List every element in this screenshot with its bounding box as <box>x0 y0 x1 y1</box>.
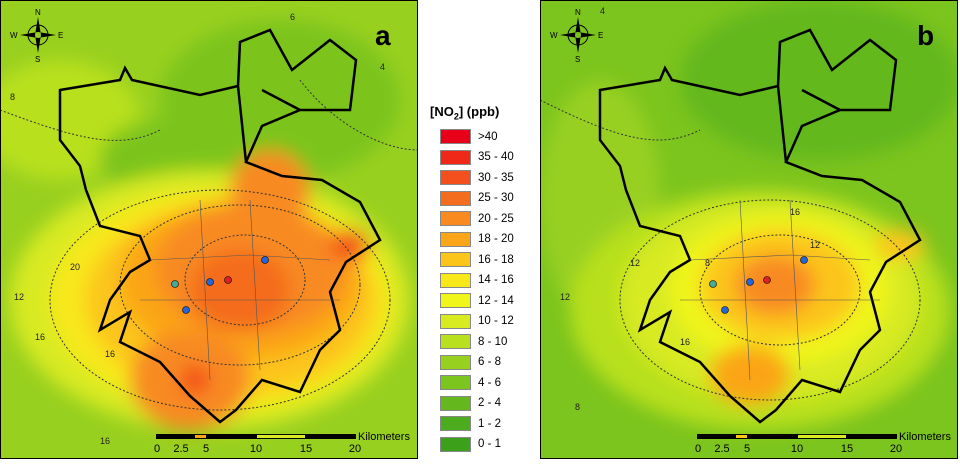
legend-item: 25 - 30 <box>424 188 528 209</box>
svg-text:Kilometers: Kilometers <box>899 431 951 443</box>
legend-label: 30 - 35 <box>478 171 514 184</box>
compass-rose-icon: N S E W <box>550 8 603 64</box>
legend-item: >40 <box>424 127 528 148</box>
legend-label: 18 - 20 <box>478 233 514 246</box>
scale-bar: Kilometers 0 2.5 5 10 15 20 <box>695 431 952 455</box>
legend-item: 4 - 6 <box>424 373 528 394</box>
contour-label: 16 <box>35 332 45 342</box>
legend-item: 35 - 40 <box>424 147 528 168</box>
svg-text:Kilometers: Kilometers <box>358 431 410 443</box>
legend-swatch <box>440 211 471 227</box>
contour-label: 16 <box>105 349 115 359</box>
legend-item: 6 - 8 <box>424 352 528 373</box>
legend-label: 10 - 12 <box>478 315 514 328</box>
legend-swatch <box>440 231 471 247</box>
contour-label: 12 <box>810 240 820 250</box>
svg-text:S: S <box>575 55 580 64</box>
legend-item: 20 - 25 <box>424 209 528 230</box>
svg-text:0: 0 <box>154 443 160 455</box>
legend-swatch <box>440 129 471 145</box>
legend-swatch <box>440 375 471 391</box>
legend-label: 25 - 30 <box>478 192 514 205</box>
svg-text:15: 15 <box>841 443 853 455</box>
panel-label-b: b <box>917 20 934 51</box>
svg-text:N: N <box>35 8 41 17</box>
legend-item: 0 - 1 <box>424 434 528 455</box>
map-panel-a: 16 20 16 12 8 16 4 6 a N S E W Kilometer… <box>0 0 418 459</box>
legend-item: 12 - 14 <box>424 291 528 312</box>
legend-label: 2 - 4 <box>478 397 502 410</box>
svg-text:15: 15 <box>300 443 312 455</box>
contour-label: 20 <box>70 262 80 272</box>
legend-item: 8 - 10 <box>424 332 528 353</box>
legend-item: 14 - 16 <box>424 270 528 291</box>
legend-swatch <box>440 170 471 186</box>
legend-item: 18 - 20 <box>424 229 528 250</box>
svg-text:2.5: 2.5 <box>173 443 188 455</box>
svg-text:10: 10 <box>791 443 803 455</box>
contour-label: 4 <box>600 6 605 16</box>
svg-text:E: E <box>598 31 603 40</box>
legend-swatch <box>440 252 471 268</box>
legend-item: 16 - 18 <box>424 250 528 271</box>
contour-label: 12 <box>560 292 570 302</box>
legend-item: 2 - 4 <box>424 393 528 414</box>
svg-text:W: W <box>550 31 558 40</box>
contour-label: 16 <box>100 436 110 446</box>
contour-label: 12 <box>14 292 24 302</box>
legend-swatch <box>440 272 471 288</box>
svg-text:5: 5 <box>744 443 750 455</box>
svg-text:W: W <box>10 31 18 40</box>
legend-label: 35 - 40 <box>478 151 514 164</box>
svg-text:20: 20 <box>890 443 902 455</box>
legend-swatch <box>440 354 471 370</box>
legend-swatch <box>440 334 471 350</box>
svg-text:20: 20 <box>349 443 361 455</box>
svg-text:10: 10 <box>250 443 262 455</box>
legend-swatch <box>440 149 471 165</box>
legend-swatch <box>440 436 471 452</box>
contour-label: 8 <box>705 258 710 268</box>
legend-label: 6 - 8 <box>478 356 502 369</box>
legend-swatch <box>440 190 471 206</box>
contour-label: 6 <box>290 12 295 22</box>
legend-label: 16 - 18 <box>478 253 514 266</box>
contour-label: 12 <box>630 258 640 268</box>
legend-swatch <box>440 395 471 411</box>
legend-label: 0 - 1 <box>478 438 502 451</box>
legend-label: 12 - 14 <box>478 294 514 307</box>
legend-item: 1 - 2 <box>424 414 528 435</box>
contour-label: 8 <box>10 92 15 102</box>
scale-bar: Kilometers 0 2.5 5 10 15 20 <box>154 431 411 455</box>
compass-rose-icon: N S E W <box>10 8 63 64</box>
legend-label: 1 - 2 <box>478 417 502 430</box>
svg-text:N: N <box>575 8 581 17</box>
legend-label: 20 - 25 <box>478 212 514 225</box>
map-panel-b: 12 12 8 16 12 16 8 4 b N S E W Kilometer… <box>540 0 958 459</box>
contour-label: 16 <box>790 207 800 217</box>
svg-text:5: 5 <box>203 443 209 455</box>
legend-label: >40 <box>478 130 498 143</box>
legend-label: 14 - 16 <box>478 274 514 287</box>
legend-item: 30 - 35 <box>424 168 528 189</box>
svg-text:S: S <box>35 55 40 64</box>
svg-text:E: E <box>58 31 63 40</box>
contour-label: 4 <box>380 62 385 72</box>
panel-label-a: a <box>375 20 391 51</box>
svg-text:0: 0 <box>695 443 701 455</box>
contour-label: 16 <box>680 337 690 347</box>
legend-swatch <box>440 416 471 432</box>
legend-label: 8 - 10 <box>478 335 508 348</box>
legend-swatch <box>440 313 471 329</box>
legend-title: [NO2] (ppb) <box>430 104 500 122</box>
legend-item: 10 - 12 <box>424 311 528 332</box>
legend: [NO2] (ppb) >40 35 - 40 30 - 35 25 - 30 20 -… <box>424 104 528 455</box>
legend-swatch <box>440 293 471 309</box>
svg-text:2.5: 2.5 <box>714 443 729 455</box>
legend-label: 4 - 6 <box>478 376 502 389</box>
contour-label: 8 <box>575 402 580 412</box>
